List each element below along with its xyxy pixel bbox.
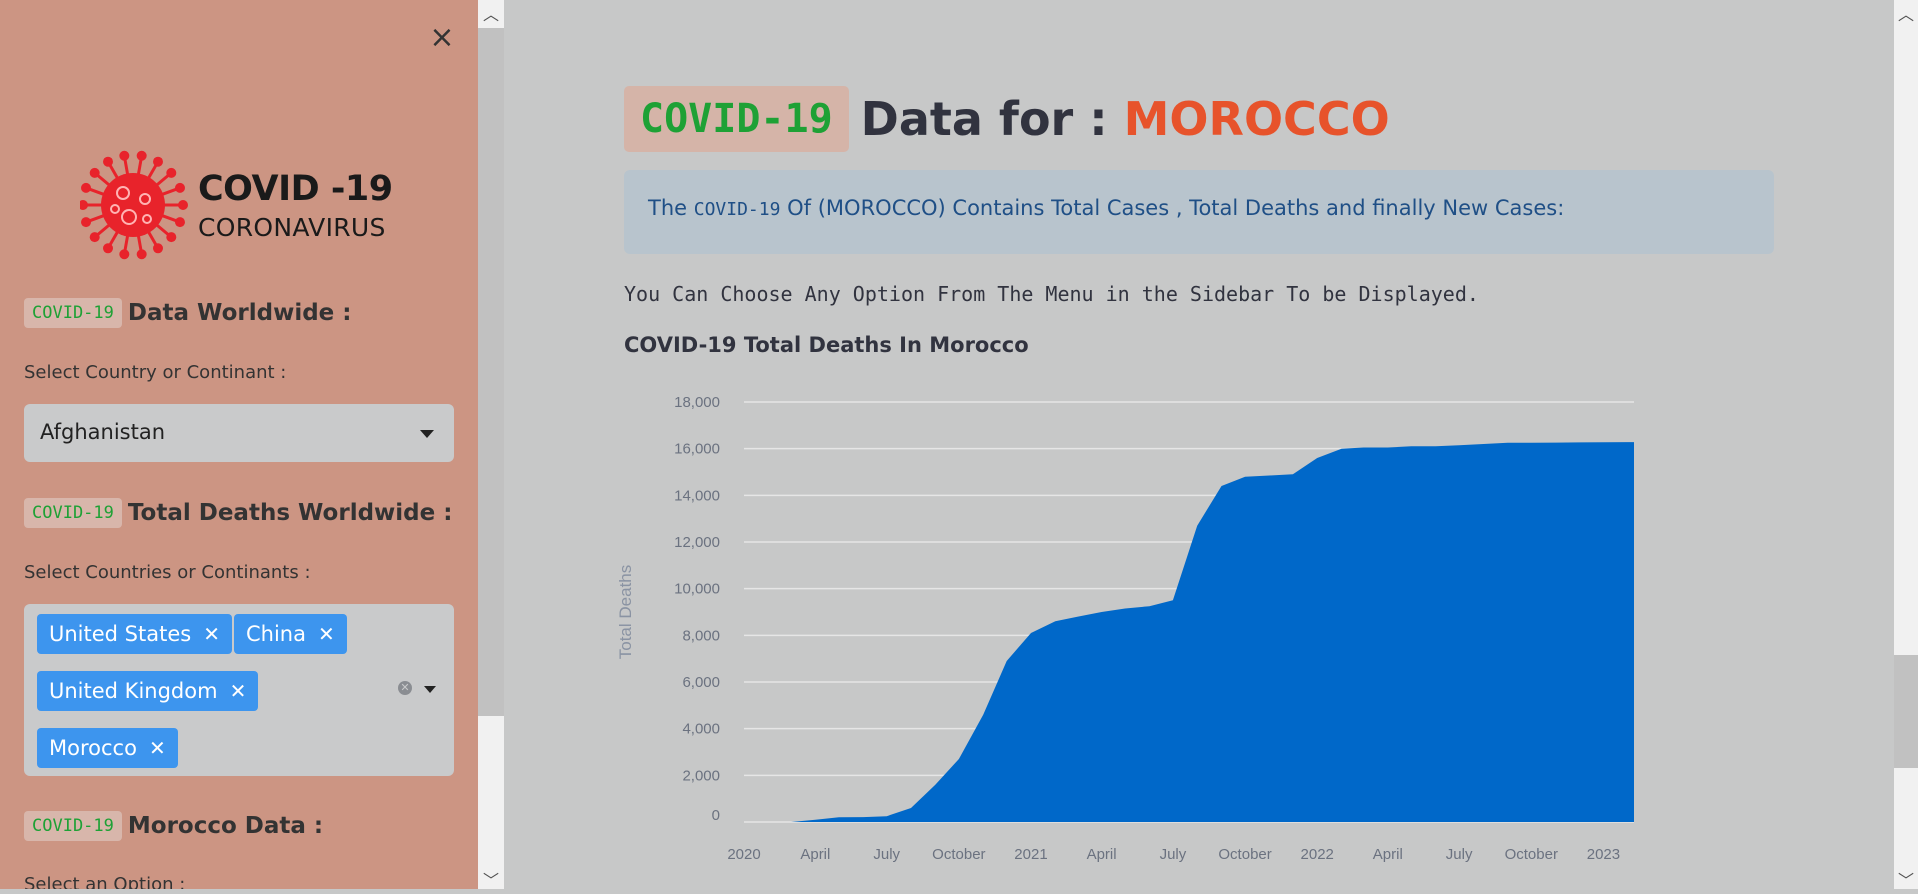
scroll-up-icon[interactable]: ︿ bbox=[1897, 5, 1914, 24]
x-tick-label: 2021 bbox=[1014, 846, 1047, 863]
remove-tag-icon[interactable]: ✕ bbox=[203, 622, 220, 646]
info-prefix: The bbox=[648, 196, 688, 220]
close-sidebar-button[interactable]: × bbox=[429, 20, 455, 55]
info-alert: The COVID-19 Of (MOROCCO) Contains Total… bbox=[624, 170, 1774, 254]
main-content: COVID-19 Data for : MOROCCO The COVID-19 … bbox=[504, 0, 1894, 889]
scroll-up-icon[interactable]: ︿ bbox=[482, 5, 499, 24]
x-tick-label: October bbox=[1505, 846, 1558, 863]
countries-multiselect-label: Select Countries or Continants : bbox=[24, 562, 311, 583]
section-heading-worldwide: COVID-19 Data Worldwide : bbox=[24, 298, 351, 328]
main-scrollbar[interactable]: ︿ ﹀ bbox=[1894, 0, 1918, 890]
countries-multiselect[interactable]: United States ✕ China ✕ United Kingdom ✕ Mo… bbox=[24, 604, 454, 776]
chevron-down-icon[interactable] bbox=[424, 686, 436, 693]
clear-all-icon[interactable]: ✕ bbox=[398, 681, 412, 695]
remove-tag-icon[interactable]: ✕ bbox=[229, 679, 247, 703]
remove-tag-icon[interactable]: ✕ bbox=[148, 736, 166, 760]
tag-china[interactable]: China ✕ bbox=[234, 614, 347, 654]
tag-label: Morocco bbox=[49, 736, 137, 760]
info-code: COVID-19 bbox=[693, 199, 781, 220]
heading-text: Data Worldwide : bbox=[127, 300, 352, 326]
code-badge: COVID-19 bbox=[24, 298, 122, 328]
x-tick-label: 2022 bbox=[1301, 846, 1334, 863]
country-select-label: Select Country or Continant : bbox=[24, 362, 287, 383]
hint-text: You Can Choose Any Option From The Menu … bbox=[624, 282, 1479, 306]
sidebar: × COVID -19 CORONAVIRUS COVID-19 Data Wor… bbox=[0, 0, 478, 889]
code-badge: COVID-19 bbox=[24, 811, 122, 841]
sidebar-scrollbar[interactable]: ︿ ﹀ bbox=[478, 0, 504, 890]
area-series-total-deaths[interactable] bbox=[791, 442, 1634, 822]
page-title: COVID-19 Data for : MOROCCO bbox=[624, 86, 1390, 152]
y-tick-label: 2,000 bbox=[682, 767, 720, 784]
tag-label: China bbox=[246, 622, 306, 646]
y-axis-label: Total Deaths bbox=[616, 565, 635, 660]
y-tick-label: 18,000 bbox=[674, 394, 720, 411]
x-tick-label: 2020 bbox=[727, 846, 760, 863]
option-select-label: Select an Option : bbox=[24, 874, 186, 889]
title-country: MOROCCO bbox=[1123, 92, 1390, 146]
y-tick-label: 0 bbox=[712, 807, 720, 824]
y-tick-label: 4,000 bbox=[682, 721, 720, 738]
x-tick-label: July bbox=[1160, 846, 1187, 863]
y-tick-label: 16,000 bbox=[674, 441, 720, 458]
y-tick-label: 12,000 bbox=[674, 534, 720, 551]
heading-text: Morocco Data : bbox=[127, 813, 324, 839]
title-code-badge: COVID-19 bbox=[624, 86, 849, 152]
logo-title: COVID -19 bbox=[198, 169, 393, 209]
heading-text: Total Deaths Worldwide : bbox=[127, 500, 453, 526]
total-deaths-area-chart[interactable]: 0 2,000 4,000 6,000 8,000 10,000 12,000 14,000 1… bbox=[614, 380, 1634, 889]
tag-label: United States bbox=[49, 622, 192, 646]
x-tick-label: October bbox=[1218, 846, 1271, 863]
chart-title: COVID-19 Total Deaths In Morocco bbox=[624, 333, 1029, 357]
info-text: Of (MOROCCO) Contains Total Cases , Tota… bbox=[787, 196, 1565, 220]
country-select-value: Afghanistan bbox=[40, 420, 166, 444]
y-tick-label: 6,000 bbox=[682, 674, 720, 691]
title-text: Data for : bbox=[860, 92, 1108, 146]
y-tick-label: 14,000 bbox=[674, 487, 720, 504]
x-tick-label: July bbox=[873, 846, 900, 863]
main-scroll-thumb[interactable] bbox=[1894, 655, 1918, 768]
chevron-down-icon[interactable] bbox=[420, 430, 434, 438]
country-select[interactable]: Afghanistan bbox=[24, 404, 454, 462]
section-heading-total-deaths: COVID-19 Total Deaths Worldwide : bbox=[24, 498, 452, 528]
section-heading-morocco-data: COVID-19 Morocco Data : bbox=[24, 811, 323, 841]
covid-logo: COVID -19 CORONAVIRUS bbox=[78, 145, 393, 265]
x-tick-label: 2023 bbox=[1587, 846, 1620, 863]
remove-tag-icon[interactable]: ✕ bbox=[318, 622, 335, 646]
y-tick-label: 10,000 bbox=[674, 581, 720, 598]
tag-united-kingdom[interactable]: United Kingdom ✕ bbox=[37, 671, 259, 711]
y-tick-label: 8,000 bbox=[682, 627, 720, 644]
scroll-down-icon[interactable]: ﹀ bbox=[482, 871, 499, 890]
coronavirus-icon bbox=[78, 150, 188, 260]
scroll-down-icon[interactable]: ﹀ bbox=[1897, 871, 1914, 890]
tag-morocco[interactable]: Morocco ✕ bbox=[37, 728, 178, 768]
code-badge: COVID-19 bbox=[24, 498, 122, 528]
tag-united-states[interactable]: United States ✕ bbox=[37, 614, 232, 654]
x-tick-label: October bbox=[932, 846, 985, 863]
x-tick-label: April bbox=[1087, 846, 1117, 863]
sidebar-scroll-thumb[interactable] bbox=[478, 28, 504, 716]
tag-label: United Kingdom bbox=[49, 679, 218, 703]
x-tick-label: April bbox=[800, 846, 830, 863]
logo-subtitle: CORONAVIRUS bbox=[198, 213, 386, 242]
x-tick-label: July bbox=[1446, 846, 1473, 863]
x-tick-label: April bbox=[1373, 846, 1403, 863]
